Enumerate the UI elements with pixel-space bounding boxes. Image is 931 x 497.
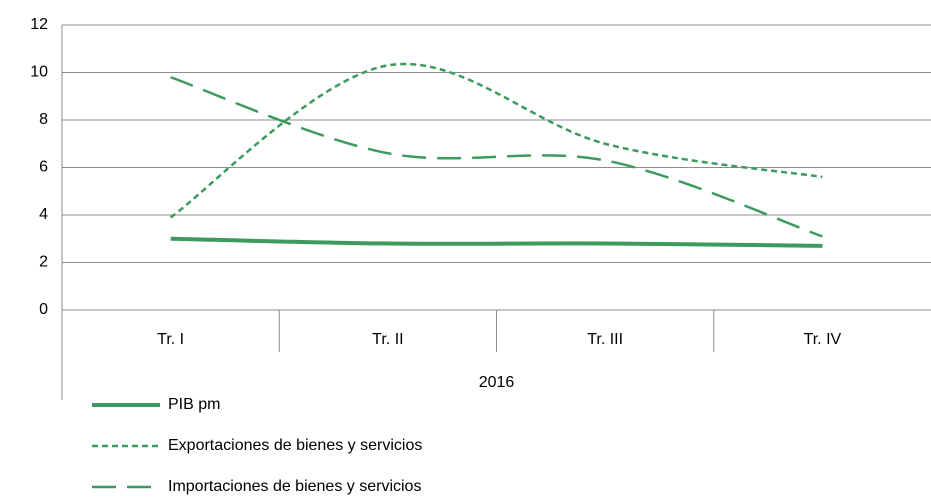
series-line [170, 76, 823, 238]
y-tick-label: 0 [39, 301, 48, 318]
y-tick-label: 6 [39, 159, 48, 176]
legend-label: Importaciones de bienes y servicios [168, 478, 421, 495]
legend-label: Exportaciones de bienes y servicios [168, 437, 422, 454]
x-tick-label: Tr. III [587, 331, 623, 348]
y-tick-label: 10 [30, 64, 48, 81]
y-tick-label: 8 [39, 111, 48, 128]
series-line [170, 236, 823, 248]
x-tick-label: Tr. II [372, 331, 403, 348]
y-tick-label: 12 [30, 16, 48, 33]
series-line [169, 62, 823, 219]
legend-label: PIB pm [168, 396, 220, 413]
y-tick-label: 4 [39, 206, 48, 223]
x-tick-label: Tr. IV [804, 331, 842, 348]
x-tick-label: Tr. I [157, 331, 184, 348]
x-group-label: 2016 [479, 374, 515, 391]
y-tick-label: 2 [39, 254, 48, 271]
